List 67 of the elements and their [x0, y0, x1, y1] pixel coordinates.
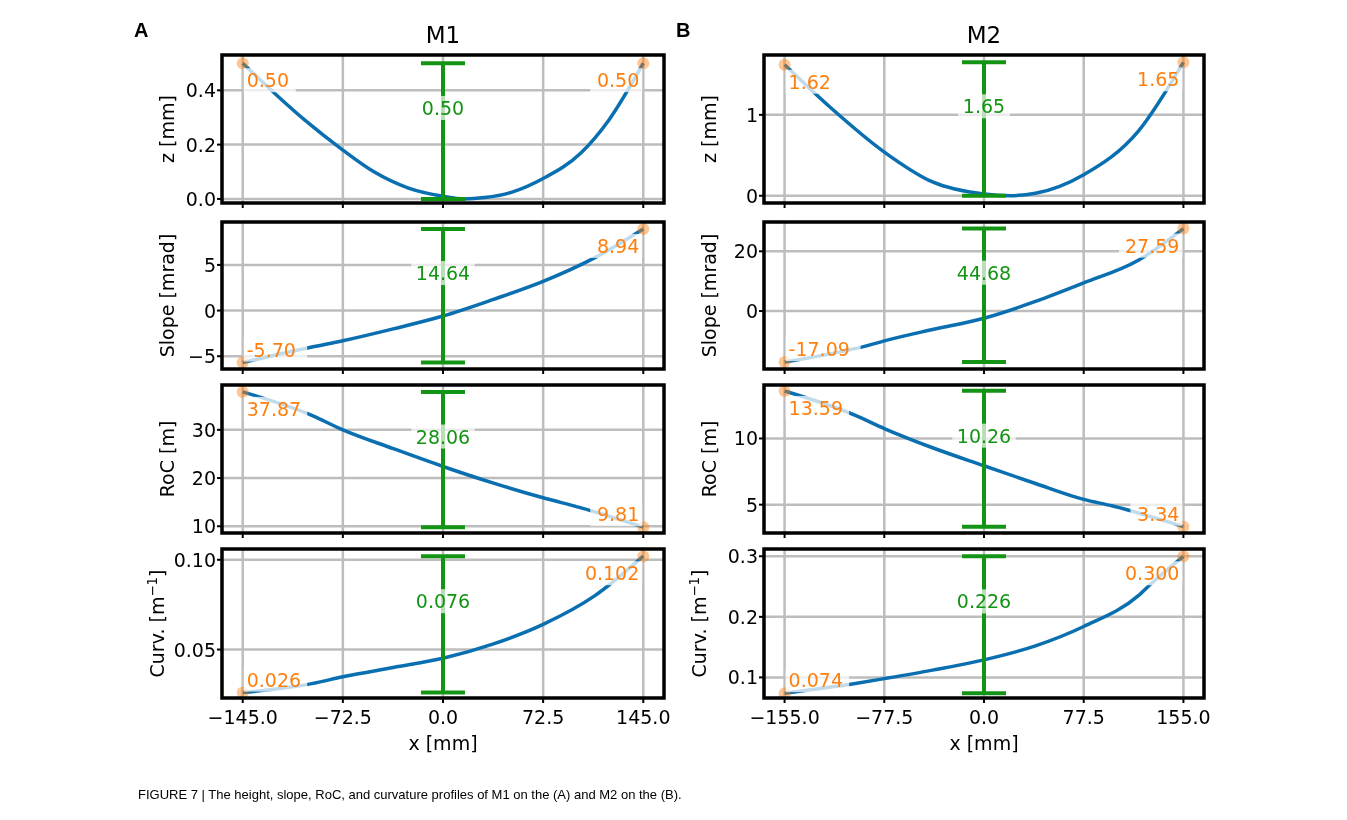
y-tick-label: 0: [203, 299, 216, 322]
data-label: 13.59: [788, 396, 843, 419]
data-label: 28.06: [415, 425, 471, 448]
x-axis-title: x [mm]: [408, 732, 478, 754]
x-tick-label: 0.0: [427, 706, 459, 728]
x-tick-label: 0.0: [968, 706, 1000, 728]
data-label: 1.65: [962, 95, 1006, 118]
y-tick-label: 0.2: [185, 133, 216, 156]
data-label: 0.50: [421, 96, 465, 119]
data-label: -5.70: [246, 338, 296, 361]
data-label: 14.64: [415, 262, 471, 285]
y-axis-title: Slope [mrad]: [156, 233, 178, 358]
data-label: 44.68: [956, 261, 1012, 284]
text: B: [676, 19, 691, 41]
x-tick-label: −145.0: [207, 706, 278, 728]
data-label: 0.50: [596, 69, 640, 92]
y-axis-title: RoC [m]: [698, 420, 720, 498]
y-tick-label: 1: [745, 103, 758, 126]
y-tick-label: 0.3: [727, 545, 758, 568]
data-label: 1.65: [1137, 68, 1180, 91]
x-tick-label: 77.5: [1062, 706, 1105, 728]
y-axis-title: Slope [mrad]: [698, 233, 720, 358]
data-label: 0.076: [415, 590, 471, 613]
y-tick-label: 0.05: [173, 638, 216, 661]
y-tick-label: 10: [733, 427, 758, 450]
x-tick-label: 155.0: [1156, 706, 1211, 728]
y-tick-label: 30: [191, 418, 216, 441]
y-tick-label: 0.10: [173, 548, 216, 571]
data-label: 0.50: [246, 69, 290, 92]
y-tick-label: 0.0: [185, 187, 216, 210]
x-tick-label: −77.5: [855, 706, 914, 728]
data-label: 0.226: [956, 590, 1012, 613]
y-tick-label: 10: [191, 515, 216, 538]
caption: FIGURE 7 | The height, slope, RoC, and curvature profiles of M1 on the (A) and M2 on the (B).: [138, 787, 682, 802]
y-tick-label: 5: [203, 253, 216, 276]
data-label: 0.102: [584, 562, 640, 585]
x-tick-label: 145.0: [616, 706, 671, 728]
data-label: 3.34: [1137, 502, 1180, 525]
data-label: 27.59: [1125, 234, 1180, 257]
text: A: [134, 19, 149, 41]
y-tick-label: 5: [745, 493, 758, 516]
y-tick-label: −5: [187, 345, 216, 368]
data-label: 0.300: [1125, 562, 1180, 585]
data-label: 9.81: [596, 503, 640, 526]
x-axis-title: x [mm]: [949, 732, 1019, 754]
data-label: 8.94: [596, 234, 640, 257]
y-tick-label: 20: [733, 240, 758, 263]
data-label: 10.26: [956, 424, 1012, 447]
data-label: 0.074: [788, 669, 843, 692]
y-axis-title: z [mm]: [698, 95, 720, 163]
y-axis-title: RoC [m]: [156, 420, 178, 498]
chart-title: M1: [425, 22, 461, 48]
x-tick-label: −155.0: [749, 706, 820, 728]
y-tick-label: 0.4: [185, 79, 216, 102]
y-tick-label: 0: [745, 300, 758, 323]
x-tick-label: 72.5: [521, 706, 565, 728]
y-tick-label: 0.2: [727, 605, 758, 628]
data-label: 37.87: [246, 397, 302, 420]
data-label: -17.09: [788, 338, 850, 361]
x-tick-label: −72.5: [313, 706, 372, 728]
y-tick-label: 0: [745, 184, 758, 207]
y-axis-title: z [mm]: [156, 95, 178, 163]
y-tick-label: 20: [191, 467, 216, 490]
chart-title: M2: [966, 22, 1002, 48]
data-label: 0.026: [246, 668, 302, 691]
y-tick-label: 0.1: [727, 666, 758, 689]
data-label: 1.62: [788, 70, 831, 93]
